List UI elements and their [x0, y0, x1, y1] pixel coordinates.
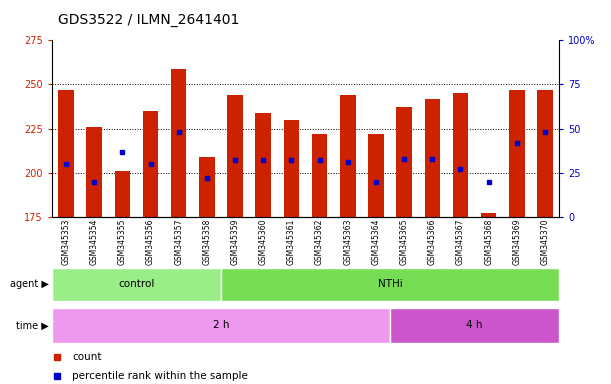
Text: count: count	[72, 352, 101, 362]
Bar	[58, 90, 74, 217]
Bar	[537, 90, 553, 217]
Text: GDS3522 / ILMN_2641401: GDS3522 / ILMN_2641401	[58, 13, 240, 27]
Text: 4 h: 4 h	[466, 320, 483, 331]
Bar	[425, 99, 440, 217]
Text: NTHi: NTHi	[378, 279, 403, 289]
Text: 2 h: 2 h	[213, 320, 229, 331]
Bar	[86, 127, 102, 217]
Text: time ▶: time ▶	[16, 320, 49, 331]
Text: percentile rank within the sample: percentile rank within the sample	[72, 371, 248, 381]
Bar	[115, 171, 130, 217]
Bar	[171, 69, 186, 217]
Text: agent ▶: agent ▶	[10, 279, 49, 289]
Bar	[312, 134, 327, 217]
Bar	[199, 157, 214, 217]
Bar	[397, 108, 412, 217]
Bar	[368, 134, 384, 217]
Bar	[255, 113, 271, 217]
Text: control: control	[119, 279, 155, 289]
Bar	[340, 95, 356, 217]
Bar	[52, 268, 221, 301]
Bar	[284, 120, 299, 217]
Bar	[221, 268, 559, 301]
Bar	[390, 308, 559, 343]
Bar	[52, 308, 390, 343]
Bar	[453, 93, 468, 217]
Bar	[481, 214, 496, 217]
Bar	[509, 90, 525, 217]
Bar	[143, 111, 158, 217]
Bar	[227, 95, 243, 217]
